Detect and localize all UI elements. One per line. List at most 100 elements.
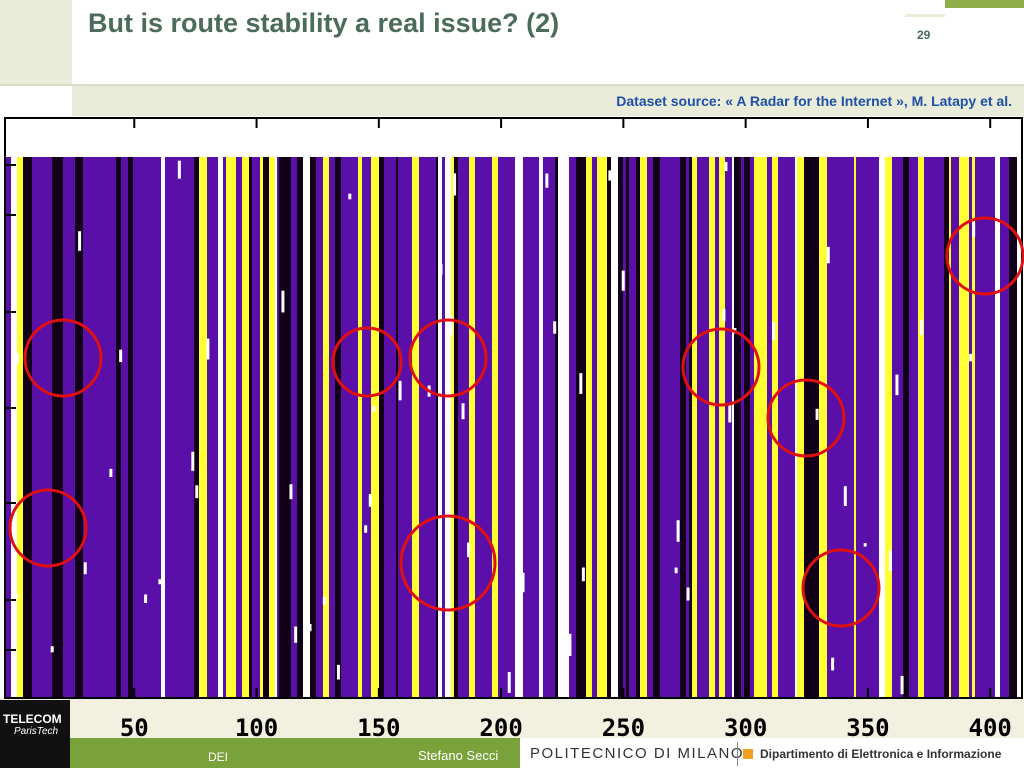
stripe [629,157,636,698]
stripe [183,157,187,698]
stripe [438,157,442,698]
stripe [101,157,109,698]
stripe [173,157,179,698]
stripe [582,157,586,698]
stripe [734,157,741,698]
stripe [234,157,236,698]
stripe [145,157,151,698]
stripe [379,157,384,698]
highlight-circle [945,216,1024,296]
stripe [116,157,121,698]
stripe [39,157,46,698]
speck [364,525,368,533]
stripe [653,157,660,698]
stripe [475,157,478,698]
stripe [969,157,972,698]
stripe [128,157,133,698]
stripe [791,157,795,698]
highlight-circle [408,318,488,398]
stripe [504,157,509,698]
footer-author: Stefano Secci [418,748,499,763]
stripe [569,157,576,698]
stripe [551,157,555,698]
stripe [478,157,485,698]
stripe [558,157,562,698]
stripe [1009,157,1017,698]
stripe [995,157,1000,698]
stripe [485,157,487,698]
speck [863,543,867,547]
stripe [667,157,670,698]
stripe [539,157,543,698]
speck [826,246,830,264]
stripe [358,157,362,698]
speck [563,170,567,180]
stripe [398,157,402,698]
stripe [715,157,719,698]
stripe [959,157,962,698]
stripe [384,157,391,698]
stripe [316,157,320,698]
stripe [981,157,985,698]
stripe [937,157,944,698]
speck [439,264,443,276]
speck [888,550,892,571]
stripe [17,157,23,698]
x-tick-label: 300 [724,714,767,740]
speck [579,373,583,394]
divider [737,742,738,766]
speck [553,321,557,334]
axis-band [0,698,1024,738]
speck [78,231,82,251]
stripe [854,157,856,698]
stripe [458,157,462,698]
stripe [673,157,678,698]
speck [722,308,726,322]
speck [453,173,457,196]
stripe [11,157,17,698]
stripe [647,157,653,698]
stripe [263,157,269,698]
stripe [754,157,762,698]
stripe [83,157,87,698]
stripe [689,157,692,698]
stripe [833,157,840,698]
stripe [618,157,623,698]
stripe [371,157,379,698]
stripe [310,157,316,698]
stripe [445,157,451,698]
stripe [509,157,515,698]
stripe [260,157,263,698]
speck [545,173,549,188]
stripe [218,157,223,698]
stripe [194,157,199,698]
speck [322,596,326,605]
stripe [425,157,428,698]
stripe [408,157,410,698]
stripe [962,157,969,698]
university: POLITECNICO DI MILANO [530,745,745,762]
stripe [335,157,341,698]
speck [305,243,309,250]
stripe [72,157,75,698]
stripe [626,157,629,698]
speck [372,406,376,412]
x-tick-label: 150 [357,714,400,740]
stripe [288,157,291,698]
speck [195,485,199,499]
stripe [697,157,702,698]
highlight-circle [331,326,403,398]
speck [336,664,340,680]
speck [50,646,54,653]
speck [15,352,19,364]
stripe [46,157,52,698]
speck [972,221,976,237]
stripe [977,157,981,698]
stripe [352,157,358,698]
stripe [827,157,833,698]
stripe [133,157,139,698]
stripe [957,157,959,698]
stripe [252,157,260,698]
stripe [341,157,347,698]
